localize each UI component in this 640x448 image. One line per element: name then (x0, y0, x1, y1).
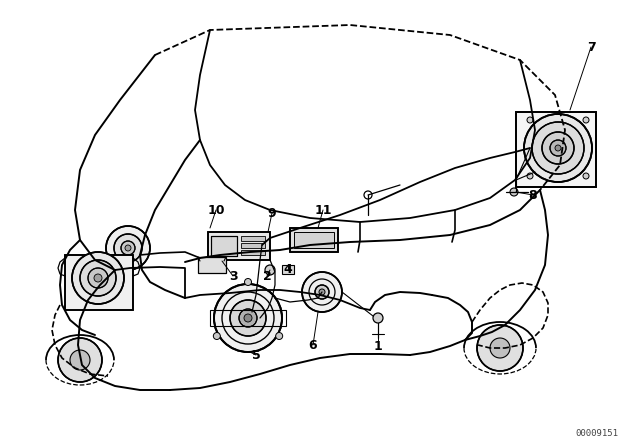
Text: 7: 7 (587, 40, 595, 53)
Circle shape (583, 117, 589, 123)
Text: 5: 5 (252, 349, 260, 362)
Circle shape (302, 272, 342, 312)
Circle shape (244, 279, 252, 285)
Text: 8: 8 (529, 189, 538, 202)
Bar (241, 236, 265, 241)
Bar (211, 236, 237, 256)
Circle shape (477, 325, 523, 371)
Circle shape (490, 338, 510, 358)
Bar (210, 310, 286, 326)
Circle shape (373, 313, 383, 323)
Text: 4: 4 (284, 263, 292, 276)
Circle shape (80, 260, 116, 296)
Circle shape (527, 173, 533, 179)
Text: 9: 9 (268, 207, 276, 220)
Circle shape (510, 188, 518, 196)
Circle shape (542, 132, 574, 164)
Circle shape (265, 265, 275, 275)
Bar (241, 250, 265, 255)
Circle shape (214, 284, 282, 352)
Circle shape (319, 289, 325, 295)
Circle shape (583, 173, 589, 179)
Bar (211, 236, 237, 256)
Circle shape (315, 285, 329, 299)
Circle shape (532, 122, 584, 174)
Text: 11: 11 (314, 203, 332, 216)
Text: 6: 6 (308, 339, 317, 352)
Bar (516, 112, 596, 187)
Text: 10: 10 (207, 203, 225, 216)
Text: 3: 3 (228, 270, 237, 283)
Bar (208, 232, 270, 260)
Bar (290, 228, 338, 252)
Text: 2: 2 (262, 270, 271, 283)
Text: 1: 1 (374, 340, 382, 353)
Circle shape (125, 245, 131, 251)
Bar (516, 112, 596, 187)
Circle shape (72, 252, 124, 304)
Bar (65, 255, 133, 310)
Circle shape (239, 309, 257, 327)
Bar (241, 243, 265, 248)
Circle shape (121, 241, 135, 255)
Circle shape (106, 226, 150, 270)
Bar (198, 257, 226, 273)
Bar (65, 255, 133, 310)
Circle shape (58, 338, 102, 382)
Circle shape (276, 332, 283, 340)
Bar (282, 265, 294, 274)
Circle shape (213, 332, 220, 340)
Bar (208, 232, 270, 260)
Circle shape (550, 140, 566, 156)
Circle shape (244, 314, 252, 322)
Text: 00009151: 00009151 (575, 429, 618, 438)
Circle shape (94, 274, 102, 282)
Circle shape (527, 117, 533, 123)
Bar (290, 228, 338, 252)
Circle shape (524, 114, 592, 182)
Circle shape (555, 145, 561, 151)
Bar (294, 232, 334, 248)
Circle shape (230, 300, 266, 336)
Circle shape (88, 268, 108, 288)
Circle shape (114, 234, 142, 262)
Circle shape (70, 350, 90, 370)
